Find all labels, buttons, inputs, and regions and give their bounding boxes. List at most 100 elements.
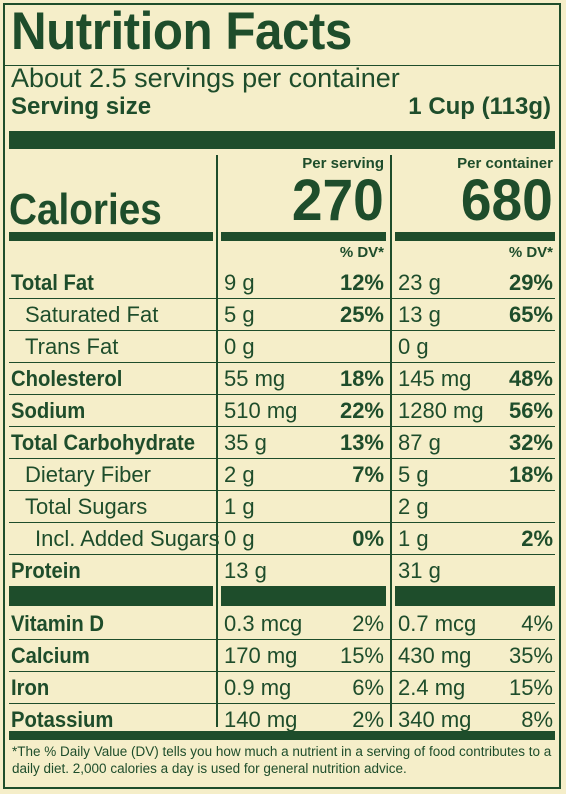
nutrient-serving-dv: 0% xyxy=(352,526,384,551)
vitamin-serving-amount: 0.9 mg xyxy=(224,675,292,700)
nutrient-row: Total Fat 9 g 12% 23 g 29% xyxy=(5,267,559,299)
nutrient-container-dv: 18% xyxy=(508,462,553,487)
nutrient-row-divider xyxy=(9,394,555,395)
vitamin-row: Vitamin D 0.3 mcg 2% 0.7 mcg 4% xyxy=(5,608,559,640)
nutrient-serving-dv: 18% xyxy=(339,366,384,391)
thick-divider-vitamins-right xyxy=(395,586,555,606)
nutrient-container-dv: 65% xyxy=(508,302,553,327)
nutrient-row-divider xyxy=(9,554,555,555)
nutrient-container-dv: 32% xyxy=(508,430,553,455)
nutrient-serving-amount: 510 mg xyxy=(224,398,298,423)
vitamin-row: Potassium 140 mg 2% 340 mg 8% xyxy=(5,704,559,736)
vitamin-container-dv: 15% xyxy=(508,675,553,700)
nutrient-row: Total Carbohydrate 35 g 13% 87 g 32% xyxy=(5,427,559,459)
nutrient-row-divider xyxy=(9,298,555,299)
nutrient-container-amount: 1 g xyxy=(398,526,429,551)
nutrient-container-amount: 1280 mg xyxy=(398,398,484,423)
nutrient-serving-amount: 35 g xyxy=(224,430,267,455)
vitamin-name: Iron xyxy=(11,675,50,700)
calories-divider-right xyxy=(395,232,555,241)
footnote: *The % Daily Value (DV) tells you how mu… xyxy=(12,744,552,776)
nutrient-name: Trans Fat xyxy=(25,334,119,359)
nutrient-row: Incl. Added Sugars 0 g 0% 1 g 2% xyxy=(5,523,559,555)
nutrient-row-divider xyxy=(9,522,555,523)
per-container-header: Per container xyxy=(457,155,553,172)
title-divider xyxy=(5,65,559,66)
nutrient-serving-amount: 0 g xyxy=(224,334,255,359)
calories-divider-mid xyxy=(221,232,386,241)
nutrient-name: Total Fat xyxy=(11,270,94,295)
nutrient-serving-amount: 1 g xyxy=(224,494,255,519)
servings-per-container: About 2.5 servings per container xyxy=(11,63,400,93)
nutrient-row-divider xyxy=(9,458,555,459)
nutrient-row: Total Sugars 1 g 2 g xyxy=(5,491,559,523)
vitamin-row: Iron 0.9 mg 6% 2.4 mg 15% xyxy=(5,672,559,704)
nutrient-container-amount: 87 g xyxy=(398,430,441,455)
nutrient-serving-amount: 5 g xyxy=(224,302,255,327)
calories-per-serving: 270 xyxy=(292,168,384,233)
nutrient-serving-amount: 13 g xyxy=(224,558,267,583)
thick-divider-vitamins-left xyxy=(9,586,213,606)
nutrition-facts-label: Nutrition Facts About 2.5 servings per c… xyxy=(3,3,561,789)
nutrient-container-amount: 2 g xyxy=(398,494,429,519)
nutrient-name: Cholesterol xyxy=(11,366,123,391)
nutrient-container-amount: 31 g xyxy=(398,558,441,583)
vitamin-serving-amount: 170 mg xyxy=(224,643,298,668)
nutrient-container-amount: 5 g xyxy=(398,462,429,487)
vitamin-row-divider xyxy=(9,639,555,640)
nutrient-row-divider xyxy=(9,330,555,331)
nutrient-name: Total Sugars xyxy=(25,494,148,519)
nutrient-name: Saturated Fat xyxy=(25,302,159,327)
vitamin-serving-dv: 2% xyxy=(352,611,384,636)
nutrient-serving-amount: 0 g xyxy=(224,526,255,551)
vitamin-serving-amount: 140 mg xyxy=(224,707,298,732)
nutrient-name: Protein xyxy=(11,558,81,583)
vitamin-container-amount: 2.4 mg xyxy=(398,675,466,700)
nutrient-container-amount: 23 g xyxy=(398,270,441,295)
vitamin-serving-dv: 15% xyxy=(339,643,384,668)
vitamin-name: Potassium xyxy=(11,707,114,732)
nutrient-row: Trans Fat 0 g 0 g xyxy=(5,331,559,363)
vitamin-serving-dv: 2% xyxy=(352,707,384,732)
vitamin-serving-dv: 6% xyxy=(352,675,384,700)
nutrient-serving-amount: 2 g xyxy=(224,462,255,487)
dv-header-container: % DV* xyxy=(508,244,553,261)
nutrient-container-amount: 145 mg xyxy=(398,366,472,391)
nutrient-container-dv: 56% xyxy=(508,398,553,423)
nutrient-container-amount: 13 g xyxy=(398,302,441,327)
column-divider-right xyxy=(390,155,392,727)
nutrient-container-amount: 0 g xyxy=(398,334,429,359)
vitamin-container-dv: 8% xyxy=(521,707,553,732)
vitamin-name: Vitamin D xyxy=(11,611,104,636)
nutrient-serving-dv: 25% xyxy=(339,302,384,327)
serving-size-value: 1 Cup (113g) xyxy=(408,93,551,120)
nutrient-serving-amount: 9 g xyxy=(224,270,255,295)
nutrient-name: Total Carbohydrate xyxy=(11,430,196,455)
nutrient-container-dv: 2% xyxy=(521,526,553,551)
nutrient-row-divider xyxy=(9,426,555,427)
vitamin-container-amount: 340 mg xyxy=(398,707,472,732)
calories-per-container: 680 xyxy=(461,168,553,233)
vitamin-row-divider xyxy=(9,671,555,672)
nutrient-row: Cholesterol 55 mg 18% 145 mg 48% xyxy=(5,363,559,395)
calories-divider-left xyxy=(9,232,213,241)
vitamin-container-amount: 0.7 mcg xyxy=(398,611,477,636)
vitamin-row: Calcium 170 mg 15% 430 mg 35% xyxy=(5,640,559,672)
nutrient-row: Saturated Fat 5 g 25% 13 g 65% xyxy=(5,299,559,331)
nutrient-name: Incl. Added Sugars xyxy=(35,526,220,551)
vitamin-name: Calcium xyxy=(11,643,90,668)
vitamin-container-amount: 430 mg xyxy=(398,643,472,668)
nutrient-serving-dv: 22% xyxy=(339,398,384,423)
vitamin-row-divider xyxy=(9,703,555,704)
label-title: Nutrition Facts xyxy=(11,3,352,61)
thick-divider-bottom xyxy=(9,731,555,740)
nutrient-row-divider xyxy=(9,490,555,491)
vitamin-container-dv: 35% xyxy=(508,643,553,668)
vitamin-serving-amount: 0.3 mcg xyxy=(224,611,303,636)
nutrient-row-divider xyxy=(9,362,555,363)
calories-label: Calories xyxy=(9,185,162,234)
nutrient-container-dv: 29% xyxy=(508,270,553,295)
nutrient-name: Dietary Fiber xyxy=(25,462,151,487)
nutrient-row: Dietary Fiber 2 g 7% 5 g 18% xyxy=(5,459,559,491)
thick-divider-vitamins-mid xyxy=(221,586,386,606)
